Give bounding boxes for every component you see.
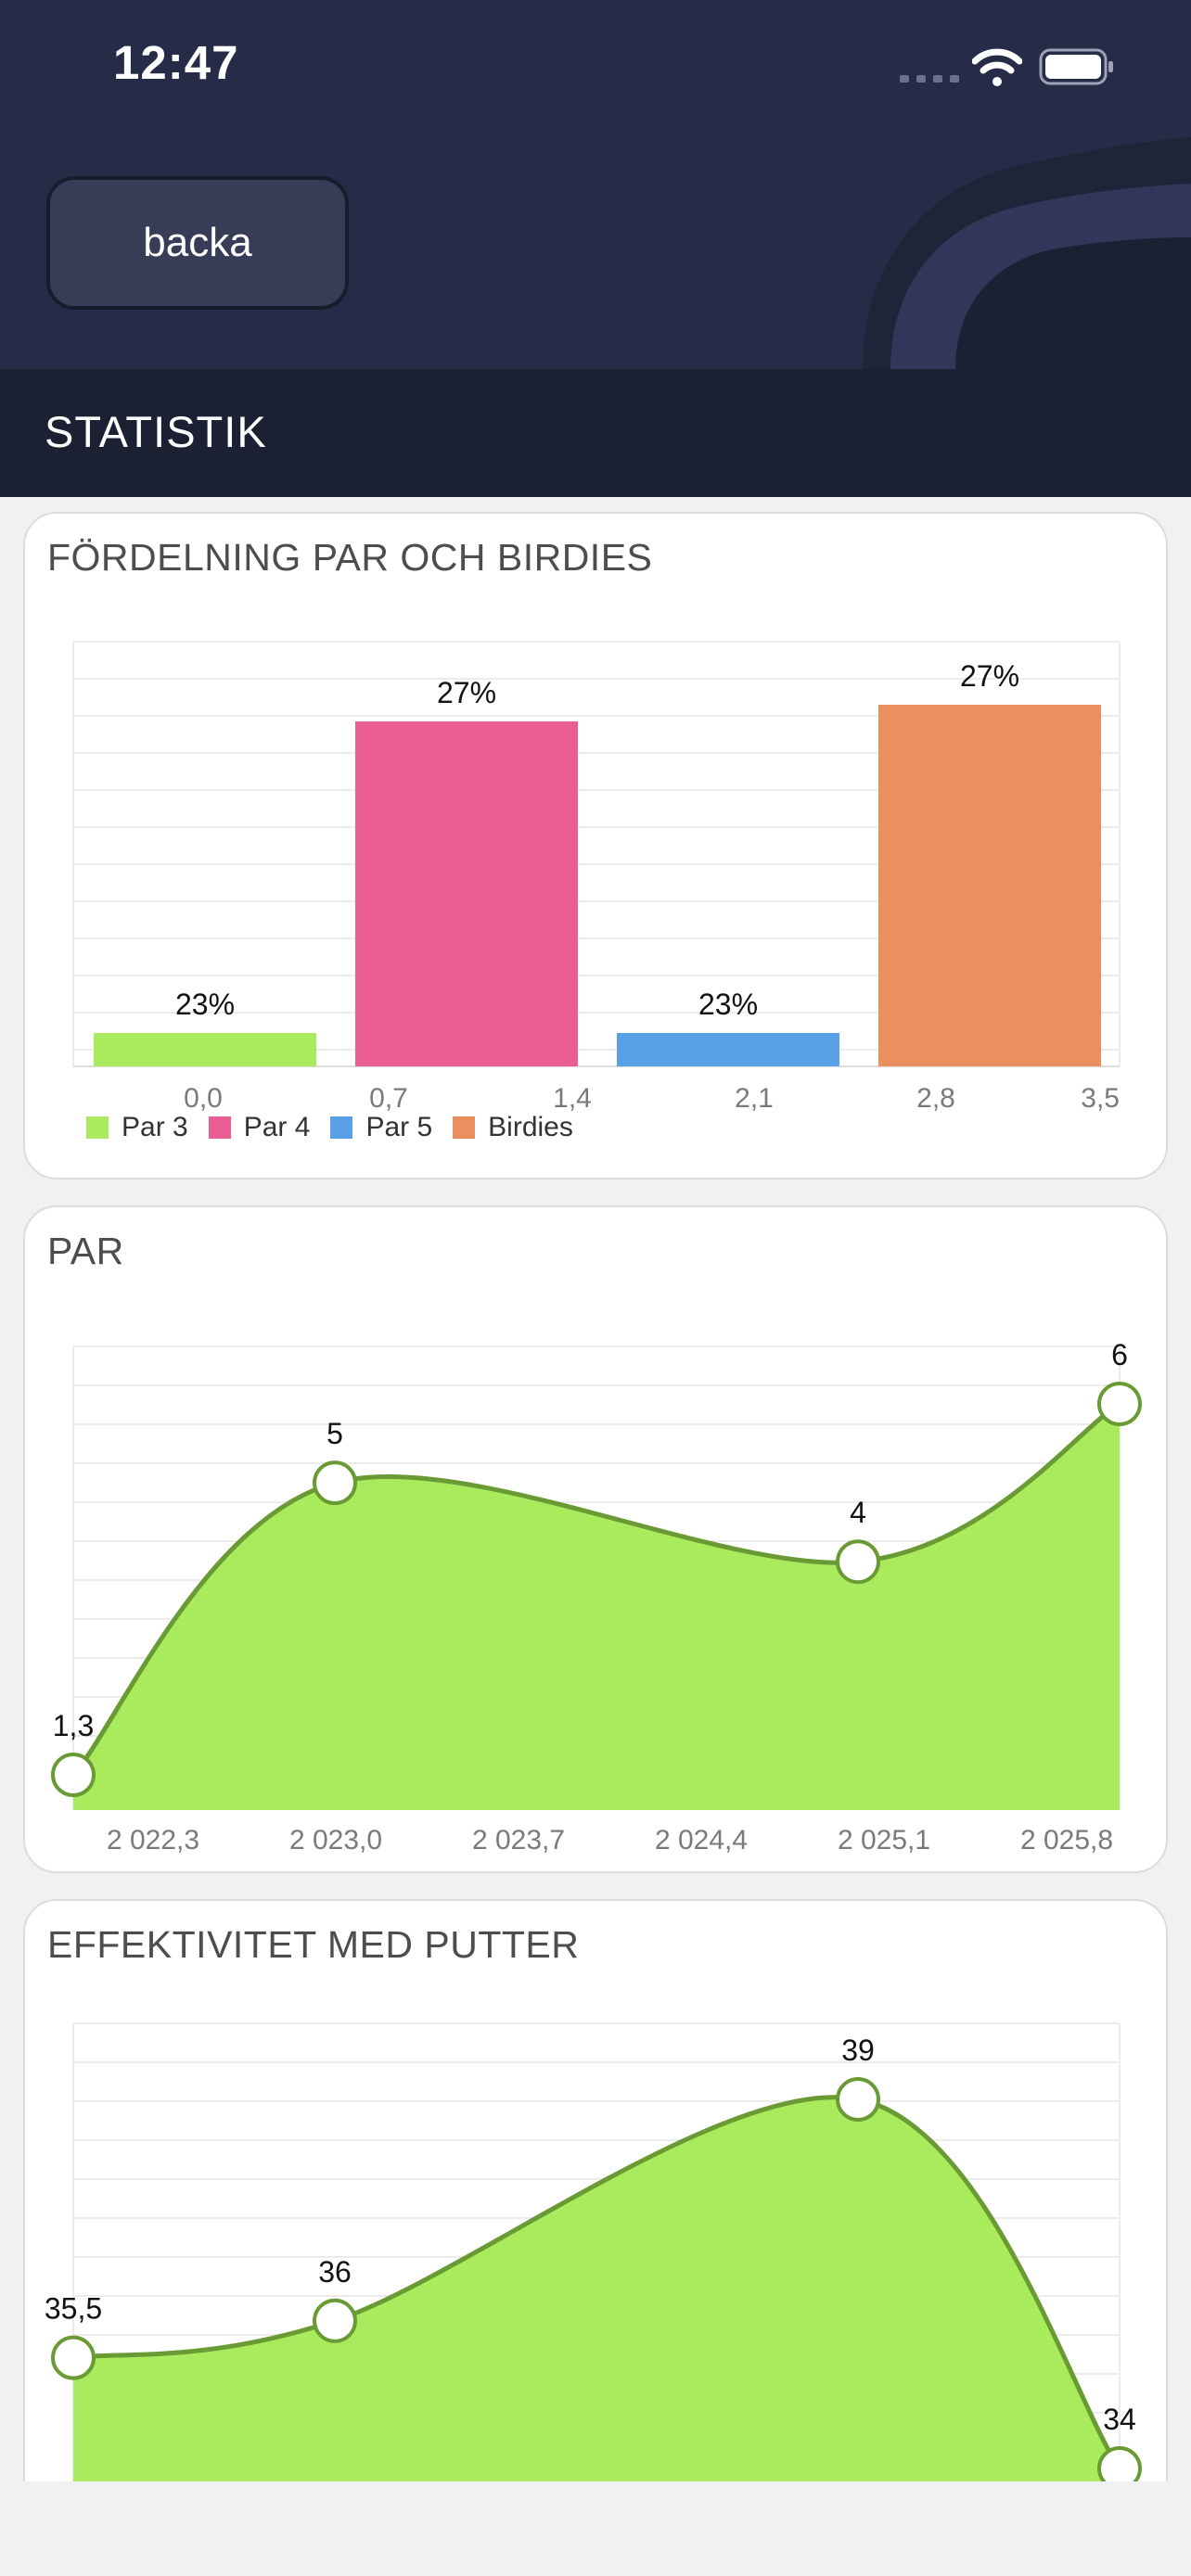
bar-data-label: 27% [437,676,496,709]
app-header: 12:47 backa [0,0,1191,369]
data-point [836,2077,880,2122]
x-tick-label: 0,0 [184,1083,223,1114]
par-card-title: PAR [47,1230,124,1272]
x-tick-label: 2 023,0 [289,1825,382,1855]
data-point-label: 4 [850,1496,866,1529]
data-point-label: 36 [318,2255,352,2289]
legend-item: Birdies [453,1112,573,1143]
bar-data-label: 27% [960,659,1019,693]
par-area-chart: 1,3 5 4 6 2 022,3 2 023,0 2 023,7 2 024,4 2 025,… [51,1338,1142,1855]
bar-par-4 [355,721,578,1066]
status-bar: 12:47 [0,0,1191,130]
area-fill [73,1404,1120,1810]
legend-label: Birdies [488,1112,573,1142]
bar-par-3 [94,1033,316,1066]
legend-label: Par 3 [122,1112,188,1142]
legend-item: Par 3 [86,1112,188,1143]
par-card: PAR 1,3 5 4 6 2 022,3 2 023,0 2 023,7 2 024,4 2 … [23,1205,1168,1873]
x-tick-label: 2 025,1 [838,1825,930,1855]
header-decoration [863,137,1191,369]
section-title: STATISTIK [45,407,267,456]
bar-par-5 [617,1033,839,1066]
data-point [51,1753,96,1797]
data-point-label: 5 [327,1417,343,1450]
x-tick-label: 2,1 [735,1083,774,1114]
data-point-label: 35,5 [45,2292,102,2326]
x-tick-label: 1,4 [553,1083,592,1114]
series-line [72,2095,1122,2470]
data-point [1097,1382,1142,1426]
status-time: 12:47 [113,36,239,89]
putter-card: EFFEKTIVITET MED PUTTER 35,5 36 39 34 [23,1899,1168,2576]
legend-swatch [453,1116,476,1139]
legend-swatch [208,1116,231,1139]
data-point [836,1539,880,1585]
legend-swatch [86,1116,109,1139]
data-point [51,2335,96,2380]
data-point-label: 39 [841,2034,875,2067]
distribution-legend: Par 3 Par 4 Par 5 Birdies [86,1112,594,1143]
legend-label: Par 5 [365,1112,433,1142]
distribution-bar-chart: 23% 27% 23% 27% 0,0 0,7 1,4 2,1 2,8 3,5 [72,641,1121,1114]
x-tick-label: 2 025,8 [1020,1825,1113,1855]
legend-label: Par 4 [243,1112,311,1142]
signal-icon [900,75,959,83]
section-bar [0,369,1191,497]
data-point-label: 34 [1103,2403,1136,2436]
bar-data-label: 23% [175,988,235,1021]
x-tick-label: 0,7 [369,1083,408,1114]
data-point-label: 6 [1111,1338,1128,1371]
back-button[interactable]: backa [46,176,349,310]
data-point [313,2298,357,2343]
area-fill [73,2098,1120,2576]
distribution-card: FÖRDELNING PAR OCH BIRDIES 23% 27% 23% 27% 0… [23,512,1168,1180]
bar-data-label: 23% [698,988,758,1021]
x-tick-label: 2 024,4 [655,1825,748,1855]
bottom-spacer [0,2481,1191,2576]
legend-swatch [330,1116,353,1139]
bar-birdies [878,705,1101,1066]
data-point [313,1460,357,1506]
x-tick-label: 3,5 [1081,1083,1120,1114]
x-tick-label: 2 022,3 [107,1825,199,1855]
distribution-card-title: FÖRDELNING PAR OCH BIRDIES [47,536,653,579]
legend-item: Par 4 [208,1112,311,1143]
x-tick-label: 2 023,7 [472,1825,565,1855]
putter-area-chart: 35,5 36 39 34 [45,2022,1142,2576]
legend-item: Par 5 [330,1112,432,1143]
x-tick-label: 2,8 [916,1083,955,1114]
battery-icon [1039,48,1113,85]
series-line [71,1401,1121,1777]
wifi-icon [972,48,1022,86]
data-point-label: 1,3 [53,1709,94,1742]
putter-card-title: EFFEKTIVITET MED PUTTER [47,1923,580,1966]
